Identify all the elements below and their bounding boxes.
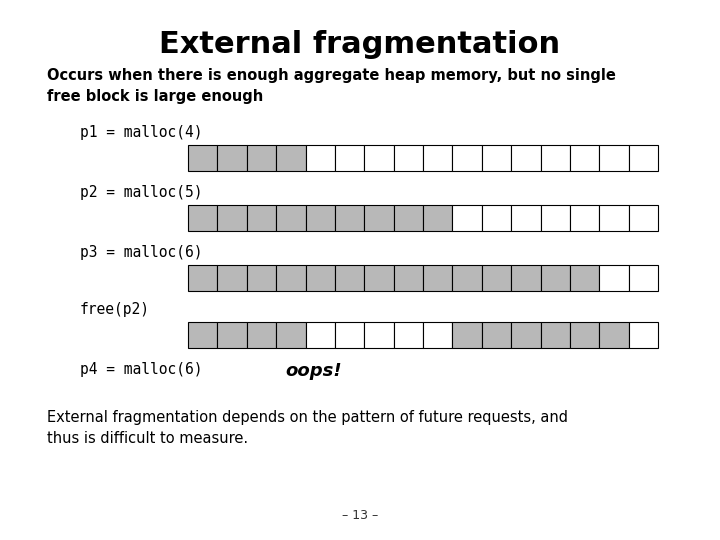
- Bar: [276, 322, 305, 348]
- Bar: [629, 265, 658, 291]
- Bar: [599, 265, 629, 291]
- Bar: [541, 322, 570, 348]
- Bar: [305, 322, 335, 348]
- Bar: [217, 265, 247, 291]
- Bar: [541, 265, 570, 291]
- Bar: [452, 205, 482, 231]
- Bar: [247, 205, 276, 231]
- Bar: [482, 145, 511, 171]
- Bar: [423, 322, 452, 348]
- Bar: [482, 322, 511, 348]
- Bar: [570, 322, 599, 348]
- Bar: [511, 322, 541, 348]
- Bar: [364, 205, 394, 231]
- Bar: [364, 322, 394, 348]
- Bar: [570, 205, 599, 231]
- Bar: [188, 145, 217, 171]
- Bar: [217, 145, 247, 171]
- Bar: [394, 322, 423, 348]
- Bar: [423, 205, 452, 231]
- Text: p4 = malloc(6): p4 = malloc(6): [80, 362, 202, 377]
- Text: – 13 –: – 13 –: [342, 509, 378, 522]
- Bar: [599, 145, 629, 171]
- Text: free(p2): free(p2): [80, 302, 150, 317]
- Text: p2 = malloc(5): p2 = malloc(5): [80, 185, 202, 200]
- Bar: [423, 145, 452, 171]
- Bar: [482, 205, 511, 231]
- Bar: [511, 145, 541, 171]
- Bar: [629, 145, 658, 171]
- Bar: [335, 322, 364, 348]
- Bar: [541, 145, 570, 171]
- Bar: [305, 145, 335, 171]
- Bar: [335, 205, 364, 231]
- Bar: [217, 322, 247, 348]
- Bar: [511, 265, 541, 291]
- Text: p3 = malloc(6): p3 = malloc(6): [80, 245, 202, 260]
- Bar: [452, 265, 482, 291]
- Bar: [394, 145, 423, 171]
- Bar: [541, 205, 570, 231]
- Bar: [247, 322, 276, 348]
- Bar: [276, 265, 305, 291]
- Bar: [511, 205, 541, 231]
- Text: oops!: oops!: [285, 362, 341, 380]
- Text: p1 = malloc(4): p1 = malloc(4): [80, 125, 202, 140]
- Bar: [188, 205, 217, 231]
- Bar: [629, 322, 658, 348]
- Bar: [452, 145, 482, 171]
- Bar: [364, 265, 394, 291]
- Bar: [482, 265, 511, 291]
- Bar: [599, 322, 629, 348]
- Bar: [423, 265, 452, 291]
- Text: External fragmentation: External fragmentation: [159, 30, 561, 59]
- Bar: [394, 265, 423, 291]
- Bar: [394, 205, 423, 231]
- Bar: [629, 205, 658, 231]
- Bar: [217, 205, 247, 231]
- Text: Occurs when there is enough aggregate heap memory, but no single
free block is l: Occurs when there is enough aggregate he…: [47, 68, 616, 104]
- Bar: [305, 205, 335, 231]
- Text: External fragmentation depends on the pattern of future requests, and
thus is di: External fragmentation depends on the pa…: [47, 410, 568, 446]
- Bar: [570, 145, 599, 171]
- Bar: [188, 265, 217, 291]
- Bar: [276, 145, 305, 171]
- Bar: [452, 322, 482, 348]
- Bar: [276, 205, 305, 231]
- Bar: [570, 265, 599, 291]
- Bar: [247, 145, 276, 171]
- Bar: [247, 265, 276, 291]
- Bar: [599, 205, 629, 231]
- Bar: [305, 265, 335, 291]
- Bar: [364, 145, 394, 171]
- Bar: [335, 265, 364, 291]
- Bar: [335, 145, 364, 171]
- Bar: [188, 322, 217, 348]
